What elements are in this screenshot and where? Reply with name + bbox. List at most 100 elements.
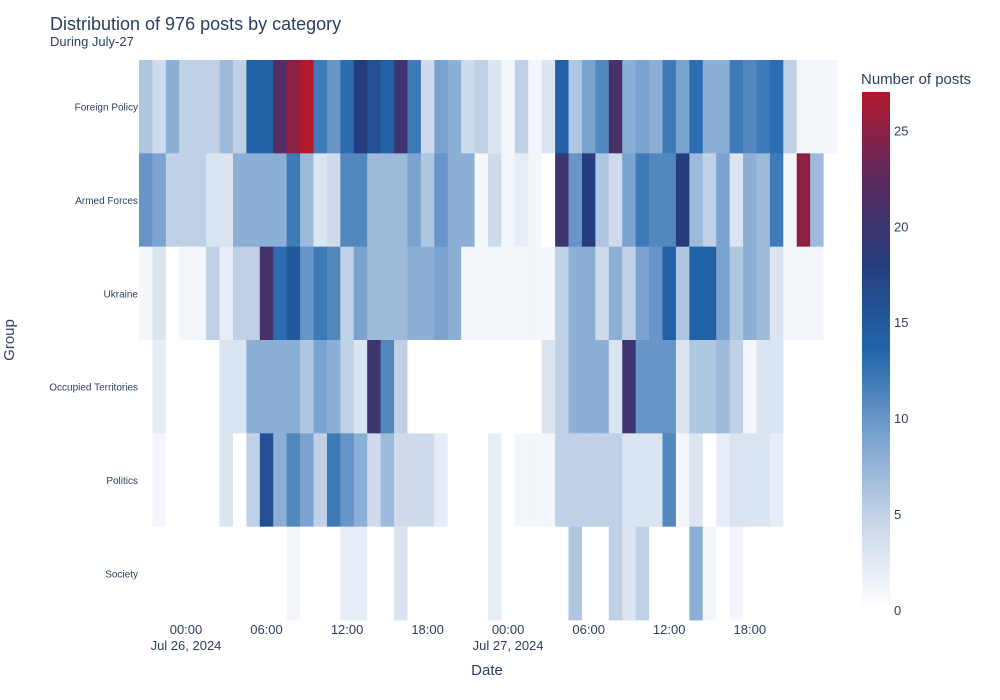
heatmap-cell bbox=[608, 433, 623, 528]
heatmap-cell bbox=[501, 60, 516, 154]
heatmap-cell bbox=[702, 340, 717, 434]
heatmap-cell bbox=[528, 526, 543, 621]
heatmap-cell bbox=[716, 60, 731, 154]
heatmap-cell bbox=[434, 246, 449, 341]
heatmap-cell bbox=[300, 433, 314, 528]
heatmap-cell bbox=[716, 340, 731, 434]
heatmap-cell bbox=[206, 246, 220, 341]
heatmap-cell bbox=[689, 246, 704, 341]
colorbar-tick-label: 10 bbox=[894, 411, 908, 426]
heatmap-cell bbox=[541, 60, 556, 154]
heatmap-cell bbox=[300, 526, 314, 621]
heatmap-cell bbox=[689, 60, 704, 154]
heatmap-cell bbox=[729, 433, 744, 528]
heatmap-cell bbox=[783, 433, 798, 528]
heatmap-cell bbox=[206, 60, 220, 154]
heatmap-cell bbox=[219, 246, 234, 341]
heatmap-cell bbox=[581, 60, 596, 154]
heatmap-cell bbox=[219, 340, 234, 434]
heatmap-cell bbox=[286, 340, 301, 434]
heatmap-cell bbox=[326, 526, 341, 621]
heatmap-cell bbox=[649, 246, 663, 341]
heatmap-cell bbox=[783, 153, 798, 248]
heatmap-cell bbox=[246, 526, 261, 621]
heatmap-cell bbox=[796, 153, 811, 248]
heatmap-cell bbox=[380, 153, 395, 248]
heatmap-cell bbox=[461, 246, 475, 341]
heatmap-cell bbox=[796, 60, 811, 154]
heatmap-cell bbox=[232, 433, 247, 528]
heatmap-cell bbox=[326, 153, 341, 248]
heatmap-cell bbox=[394, 433, 408, 528]
heatmap-cell bbox=[474, 433, 489, 528]
heatmap-cell bbox=[555, 526, 569, 621]
heatmap-cell bbox=[743, 60, 757, 154]
heatmap-cell bbox=[259, 60, 274, 154]
heatmap-cell bbox=[662, 246, 677, 341]
heatmap-cell bbox=[675, 246, 690, 341]
heatmap-cell bbox=[555, 60, 569, 154]
heatmap-cell bbox=[796, 526, 811, 621]
heatmap-cell bbox=[823, 246, 838, 341]
heatmap-cell bbox=[206, 526, 220, 621]
heatmap-cell bbox=[219, 60, 234, 154]
heatmap-cell bbox=[796, 433, 811, 528]
heatmap-cell bbox=[139, 526, 153, 621]
heatmap-cell bbox=[622, 526, 637, 621]
heatmap-cell bbox=[461, 60, 475, 154]
heatmap-cell bbox=[367, 526, 382, 621]
heatmap-cell bbox=[595, 340, 610, 434]
heatmap-cell bbox=[823, 433, 838, 528]
heatmap-cell bbox=[568, 60, 583, 154]
heatmap-cell bbox=[353, 60, 368, 154]
heatmap-cell bbox=[139, 60, 153, 154]
heatmap-cell bbox=[394, 526, 408, 621]
heatmap-cell bbox=[407, 60, 422, 154]
heatmap-cell bbox=[152, 246, 167, 341]
heatmap-cell bbox=[447, 246, 462, 341]
heatmap-cell bbox=[326, 340, 341, 434]
heatmap-cell bbox=[823, 153, 838, 248]
heatmap-cell bbox=[608, 526, 623, 621]
x-tick-label: 12:00 bbox=[331, 622, 364, 637]
heatmap-cell bbox=[259, 246, 274, 341]
heatmap-cell bbox=[649, 433, 663, 528]
heatmap-cell bbox=[581, 433, 596, 528]
colorbar-tick-label: 20 bbox=[894, 219, 908, 234]
colorbar-tick-label: 25 bbox=[894, 123, 908, 138]
heatmap-cell bbox=[139, 433, 153, 528]
heatmap-cell bbox=[810, 340, 824, 434]
heatmap-cell bbox=[179, 433, 194, 528]
colorbar-tick-label: 15 bbox=[894, 315, 908, 330]
heatmap-cell bbox=[608, 153, 623, 248]
heatmap-cells bbox=[139, 60, 838, 621]
heatmap-cell bbox=[702, 153, 717, 248]
heatmap-cell bbox=[340, 153, 355, 248]
heatmap-cell bbox=[756, 60, 771, 154]
heatmap-cell bbox=[246, 433, 261, 528]
heatmap-cell bbox=[823, 526, 838, 621]
colorbar-tick-label: 0 bbox=[894, 603, 901, 618]
heatmap-cell bbox=[608, 60, 623, 154]
heatmap-cell bbox=[273, 526, 288, 621]
heatmap-cell bbox=[313, 526, 328, 621]
heatmap-cell bbox=[541, 340, 556, 434]
y-tick-label: Society bbox=[105, 569, 138, 580]
heatmap-cell bbox=[702, 433, 717, 528]
x-tick-label: 12:00 bbox=[653, 622, 686, 637]
heatmap-cell bbox=[232, 526, 247, 621]
heatmap-cell bbox=[528, 433, 543, 528]
heatmap-cell bbox=[139, 340, 153, 434]
heatmap-cell bbox=[152, 153, 167, 248]
heatmap-cell bbox=[689, 526, 704, 621]
heatmap-cell bbox=[434, 60, 449, 154]
heatmap-cell bbox=[595, 433, 610, 528]
heatmap-cell bbox=[474, 340, 489, 434]
heatmap-cell bbox=[474, 153, 489, 248]
heatmap-cell bbox=[447, 340, 462, 434]
heatmap-cell bbox=[246, 246, 261, 341]
heatmap-cell bbox=[192, 340, 207, 434]
heatmap-cell bbox=[662, 340, 677, 434]
heatmap-cell bbox=[729, 340, 744, 434]
heatmap-cell bbox=[232, 246, 247, 341]
